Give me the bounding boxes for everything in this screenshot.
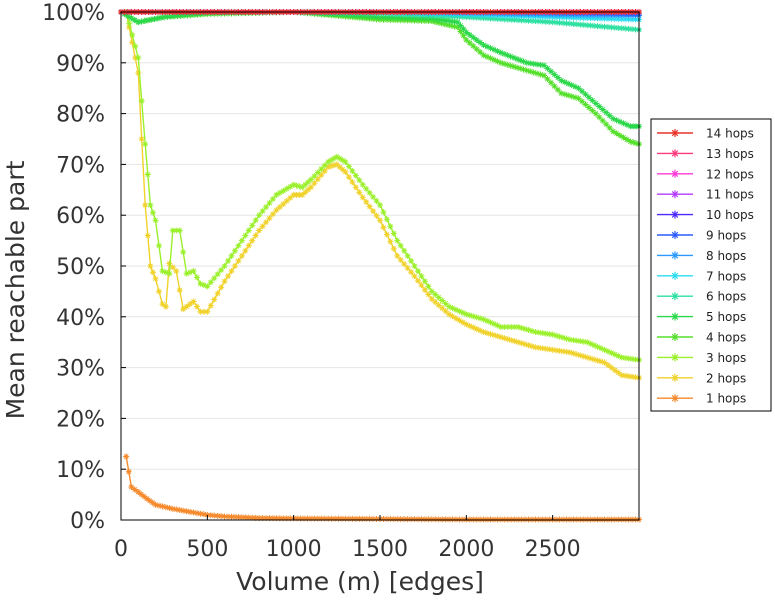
legend-label: 11 hops <box>706 188 754 202</box>
legend-item: 10 hops <box>657 208 754 222</box>
legend-item: 14 hops <box>657 127 754 141</box>
legend-marker <box>671 149 679 158</box>
series-markers <box>123 9 642 381</box>
legend-marker <box>671 333 679 341</box>
legend-label: 7 hops <box>706 269 746 283</box>
legend-item: 9 hops <box>657 229 746 243</box>
x-axis-title: Volume (m) [edges] <box>236 567 484 596</box>
legend-marker <box>671 190 679 199</box>
y-tick-label: 100% <box>42 1 105 26</box>
legend-label: 3 hops <box>706 351 746 365</box>
x-tick-label: 2000 <box>438 537 494 562</box>
legend-item: 13 hops <box>657 147 754 161</box>
series-1-hops <box>123 453 642 523</box>
legend-item: 6 hops <box>657 290 746 304</box>
x-tick-label: 0 <box>114 537 128 562</box>
legend-item: 5 hops <box>657 310 746 324</box>
legend-item: 3 hops <box>657 351 746 365</box>
legend-label: 5 hops <box>706 310 746 324</box>
y-tick-label: 20% <box>56 407 105 432</box>
series-3-hops <box>123 9 642 363</box>
y-axis-title: Mean reachable part <box>1 160 30 419</box>
legend-item: 11 hops <box>657 188 754 202</box>
series-line <box>120 11 639 127</box>
series-markers <box>123 453 642 523</box>
y-tick-label: 60% <box>56 204 105 229</box>
legend-label: 8 hops <box>706 249 746 263</box>
series-line <box>125 11 640 361</box>
legend-label: 2 hops <box>706 371 746 385</box>
legend-label: 13 hops <box>706 147 754 161</box>
legend-label: 9 hops <box>706 229 746 243</box>
legend-label: 6 hops <box>706 290 746 304</box>
legend-item: 8 hops <box>657 249 746 263</box>
legend-marker <box>671 373 679 382</box>
x-tick-label: 1000 <box>266 537 322 562</box>
legend-item: 1 hops <box>657 392 746 406</box>
x-tick-label: 1500 <box>352 537 408 562</box>
y-tick-label: 40% <box>56 306 105 331</box>
series-4-hops <box>118 9 642 148</box>
legend-marker <box>671 271 679 280</box>
y-tick-label: 30% <box>56 357 105 382</box>
y-tick-label: 80% <box>56 103 105 128</box>
legend-label: 12 hops <box>706 167 754 181</box>
gridlines <box>121 11 639 521</box>
legend-box <box>650 118 772 412</box>
series-markers <box>123 9 642 363</box>
y-tick-label: 90% <box>56 52 105 77</box>
y-tick-label: 0% <box>70 509 105 534</box>
y-tick-label: 50% <box>56 255 105 280</box>
series-2-hops <box>123 9 642 381</box>
series-line <box>125 456 639 521</box>
legend-label: 4 hops <box>706 331 746 345</box>
legend-marker <box>671 169 679 178</box>
series-markers <box>118 9 642 148</box>
x-tick-label: 500 <box>186 537 228 562</box>
y-axis-ticks: 0% 10% 20% 30% 40% 50% 60% 70% 80% 90% 100% <box>42 1 126 534</box>
legend-item: 4 hops <box>657 331 746 345</box>
legend-marker <box>671 210 679 219</box>
legend-item: 2 hops <box>657 371 746 385</box>
legend-marker <box>671 231 679 239</box>
legend-marker <box>671 292 679 301</box>
y-tick-label: 10% <box>56 458 105 483</box>
legend-marker <box>671 312 679 321</box>
legend-marker <box>671 353 679 362</box>
legend: 14 hops 13 hops 12 hops 11 hops 10 hops 9 hop… <box>650 118 772 412</box>
legend-item: 12 hops <box>657 167 754 181</box>
series-markers <box>118 9 642 130</box>
series-line <box>125 11 640 379</box>
y-tick-label: 70% <box>56 153 105 178</box>
x-axis-ticks: 0 500 1000 1500 2000 2500 <box>114 515 581 562</box>
legend-item: 7 hops <box>657 269 746 283</box>
legend-marker <box>671 129 679 137</box>
legend-label: 14 hops <box>706 127 754 141</box>
legend-marker <box>671 394 679 403</box>
legend-label: 1 hops <box>706 392 746 406</box>
legend-label: 10 hops <box>706 208 754 222</box>
x-tick-label: 2500 <box>525 537 581 562</box>
series-5-hops <box>118 9 642 130</box>
legend-marker <box>671 251 679 260</box>
